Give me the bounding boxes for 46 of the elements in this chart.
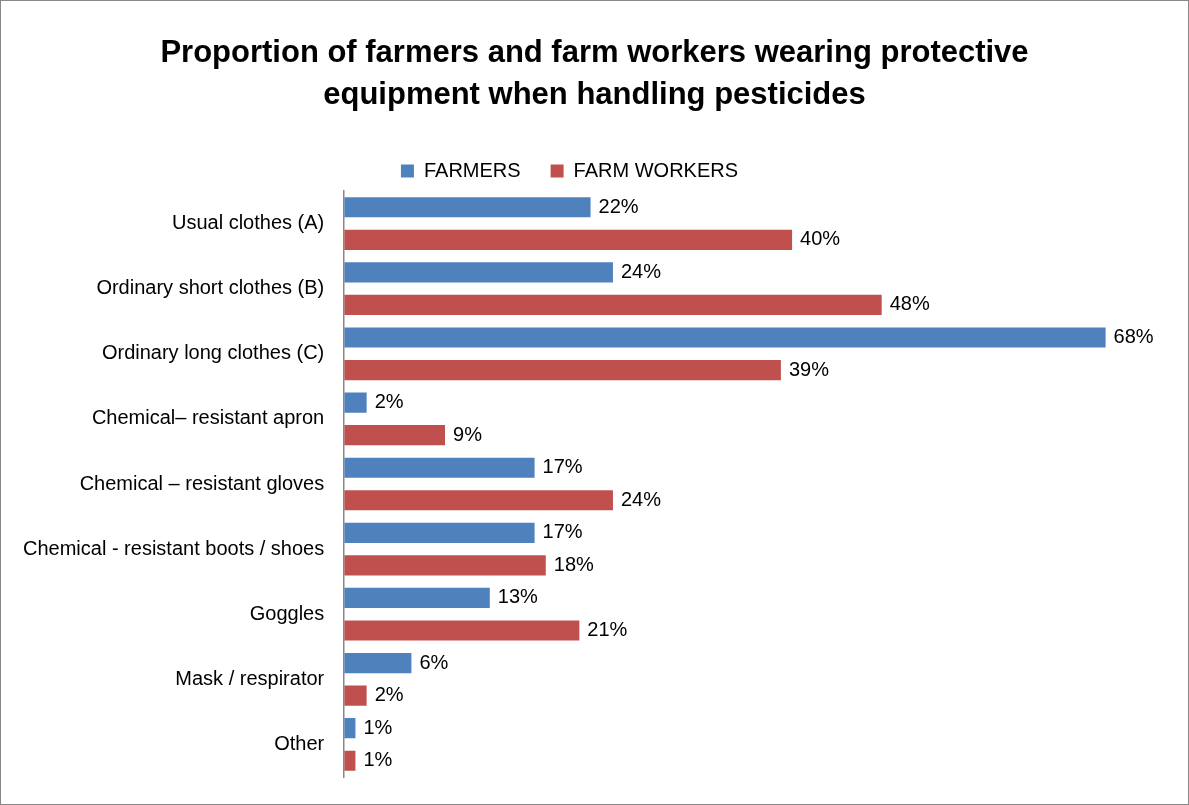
data-label: 39% (788, 357, 830, 380)
data-label: 13% (497, 585, 539, 608)
data-label: 22% (598, 194, 639, 217)
legend-label: FARM WORKERS (573, 158, 739, 181)
bar (344, 587, 490, 609)
bar (344, 327, 1106, 348)
chart-title: Proportion of farmers and farm workers wearing protective equipment when handling pesticides (159, 33, 1030, 113)
bar (344, 425, 446, 446)
data-label: 40% (800, 227, 841, 250)
y-tick-label: Other (274, 731, 325, 754)
bar (344, 359, 781, 381)
data-label: 2% (374, 390, 404, 413)
y-tick-label: Ordinary short clothes (B) (96, 276, 325, 299)
bar (344, 555, 546, 576)
bar (344, 685, 367, 706)
bar (344, 490, 613, 511)
y-tick-label: Ordinary long clothes (C) (101, 341, 325, 364)
data-label: 48% (889, 292, 930, 315)
data-label: 17% (542, 520, 583, 543)
bar (344, 294, 882, 316)
data-label: 21% (587, 618, 628, 641)
y-tick-label: Chemical - resistant boots / shoes (22, 536, 325, 559)
data-label: 24% (620, 259, 662, 282)
legend-label: FARMERS (423, 158, 521, 181)
bar (344, 262, 613, 283)
y-tick-label: Chemical – resistant gloves (79, 471, 325, 494)
bar (344, 457, 535, 478)
data-label: 68% (1113, 325, 1154, 348)
data-label: 18% (553, 552, 595, 575)
data-label: 2% (374, 683, 404, 706)
data-label: 17% (542, 455, 583, 478)
data-label: 1% (363, 715, 393, 738)
bar (344, 620, 580, 641)
data-label: 24% (620, 487, 662, 510)
data-label: 9% (453, 422, 483, 445)
bar (344, 197, 591, 218)
bar (344, 229, 793, 250)
bar (344, 652, 412, 674)
data-label: 6% (419, 650, 449, 673)
y-tick-label: Mask / respirator (175, 666, 325, 689)
bar (344, 392, 367, 413)
y-tick-label: Goggles (249, 601, 325, 624)
y-tick-label: Chemical– resistant apron (91, 406, 325, 429)
bar (344, 522, 535, 543)
data-label: 1% (363, 748, 393, 771)
y-tick-label: Usual clothes (A) (171, 211, 325, 234)
